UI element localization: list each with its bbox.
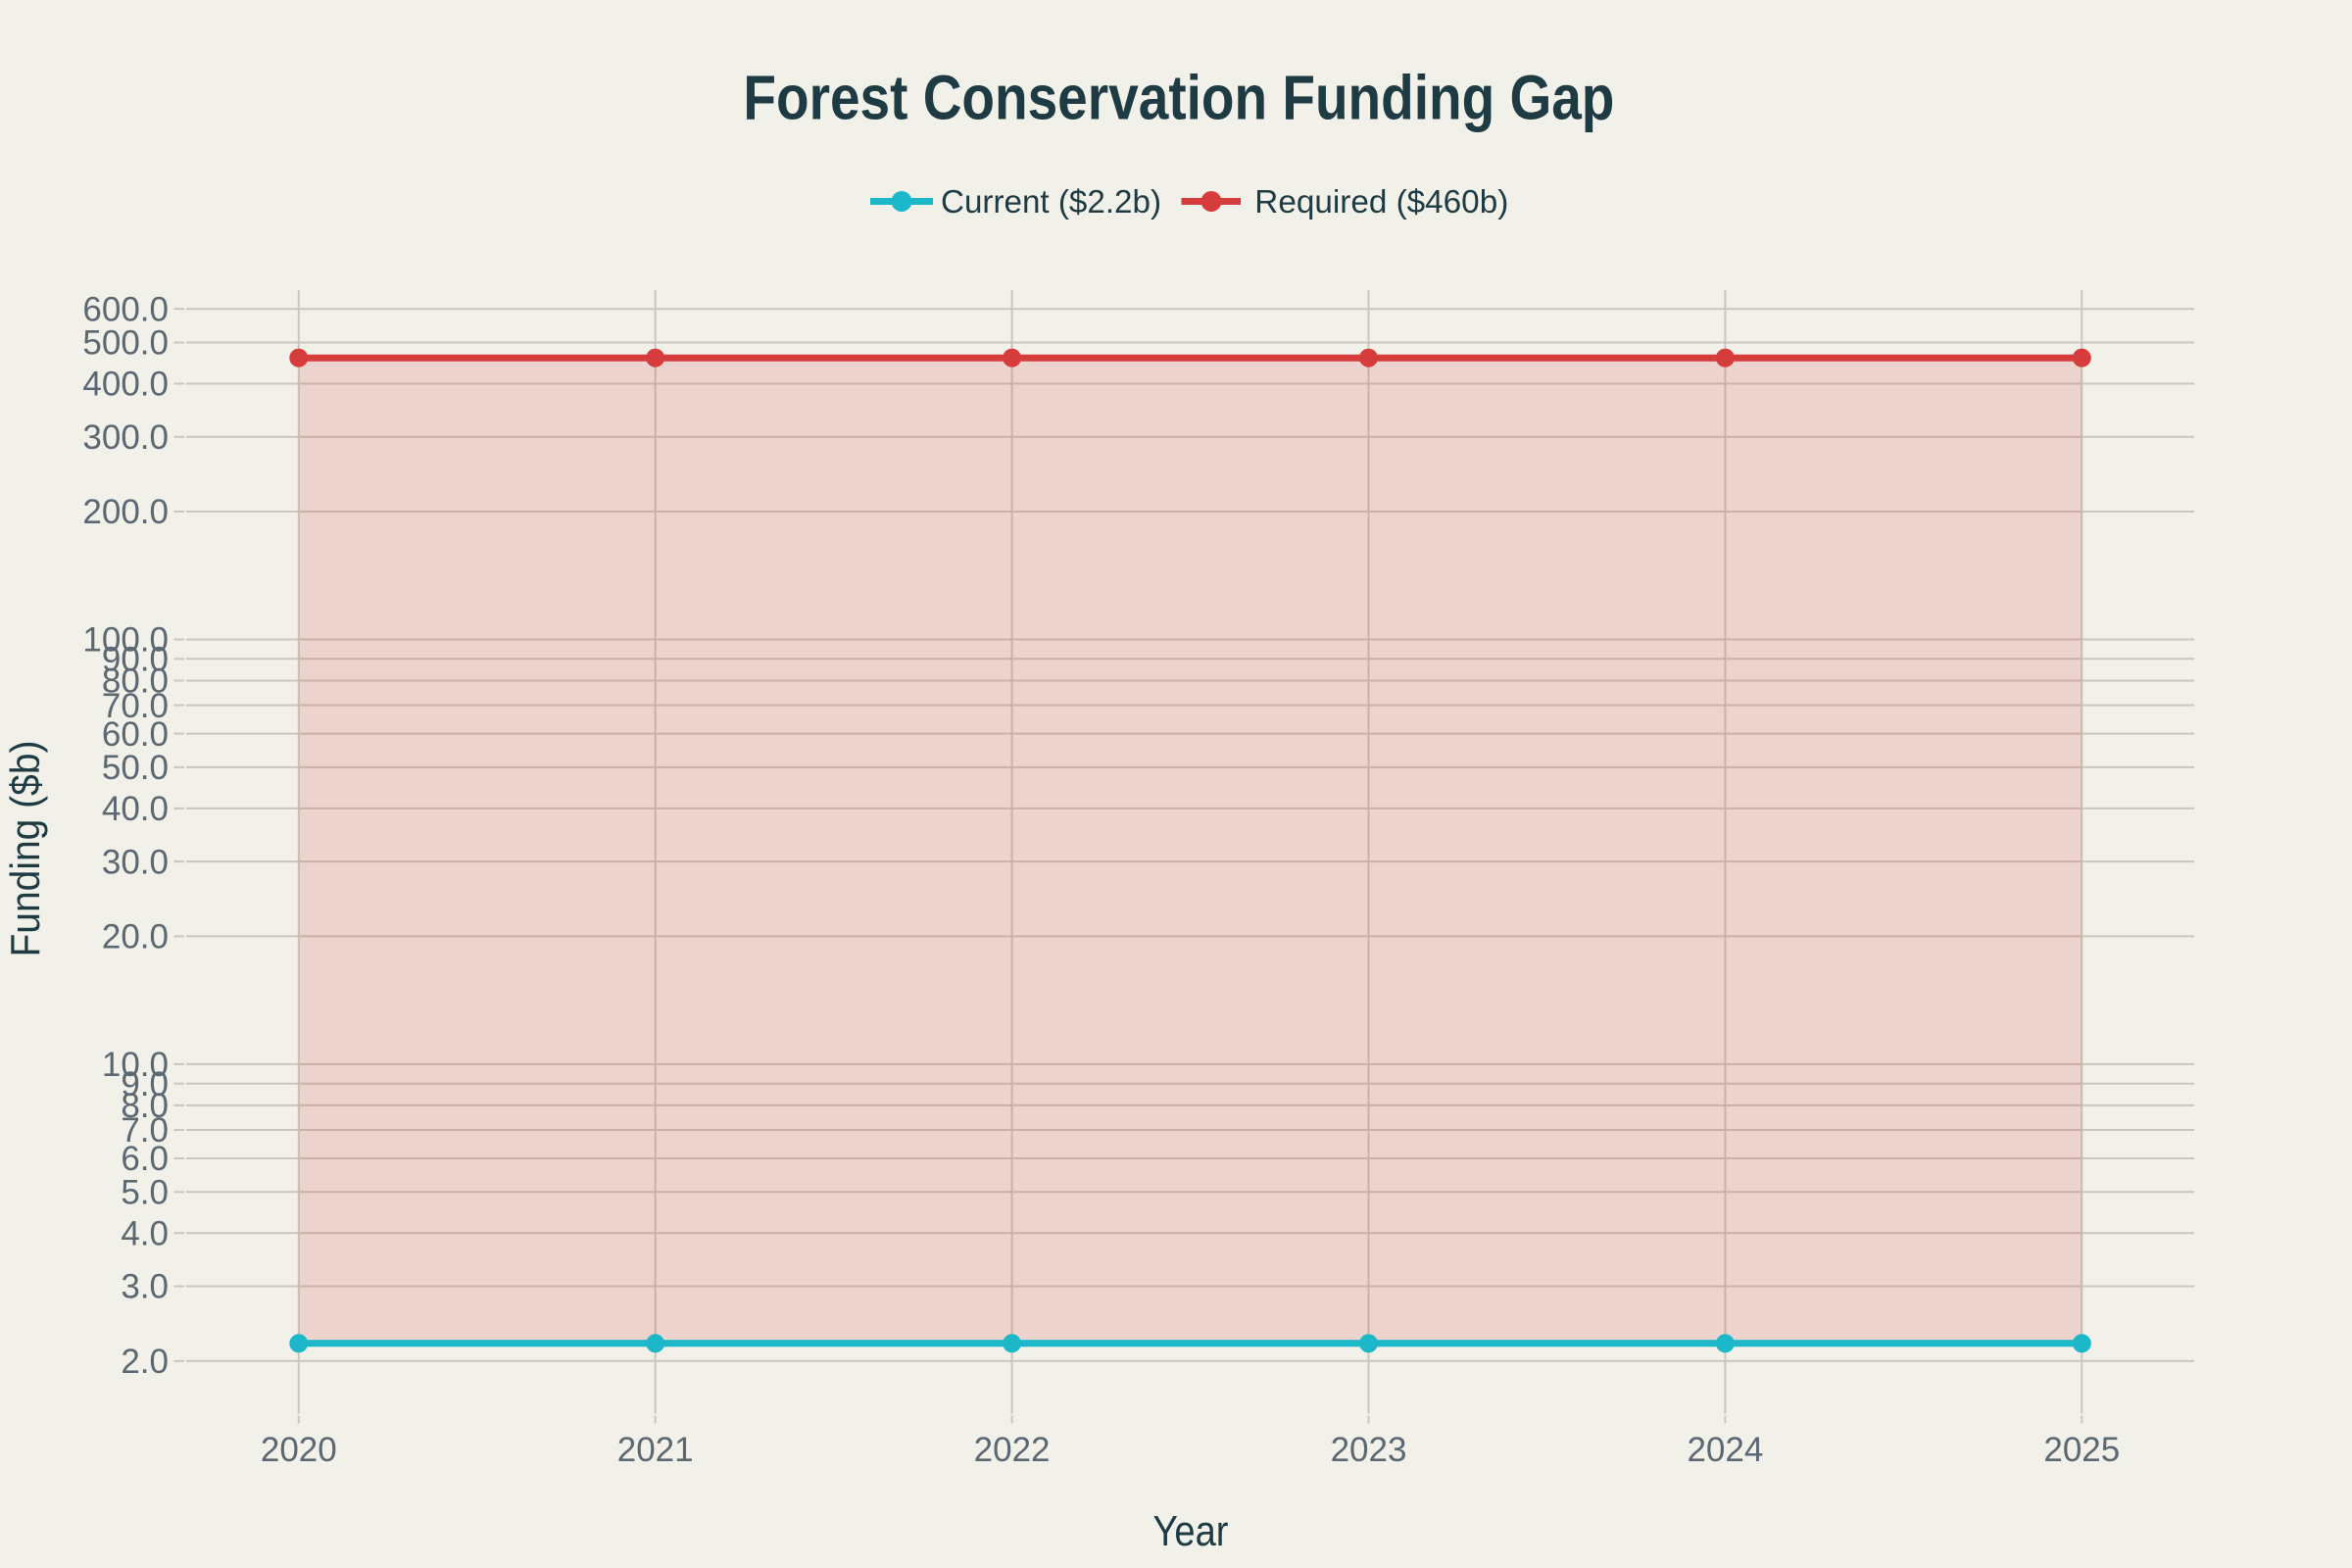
svg-text:8.0: 8.0 [121, 1087, 169, 1125]
svg-text:30.0: 30.0 [102, 843, 169, 881]
svg-text:80.0: 80.0 [102, 662, 169, 701]
svg-text:Required ($460b): Required ($460b) [1254, 183, 1508, 220]
svg-text:9.0: 9.0 [121, 1065, 169, 1103]
svg-text:20.0: 20.0 [102, 918, 169, 956]
svg-text:3.0: 3.0 [121, 1268, 169, 1306]
svg-text:2025: 2025 [2043, 1431, 2120, 1469]
svg-text:50.0: 50.0 [102, 749, 169, 787]
svg-text:70.0: 70.0 [102, 687, 169, 725]
svg-text:2021: 2021 [617, 1431, 694, 1469]
svg-text:Current ($2.2b): Current ($2.2b) [941, 183, 1161, 220]
svg-text:Year: Year [1153, 1507, 1229, 1555]
svg-text:200.0: 200.0 [82, 493, 169, 531]
svg-text:600.0: 600.0 [82, 290, 169, 328]
svg-text:500.0: 500.0 [82, 324, 169, 363]
svg-text:300.0: 300.0 [82, 418, 169, 457]
svg-text:400.0: 400.0 [82, 366, 169, 404]
svg-text:4.0: 4.0 [121, 1215, 169, 1253]
svg-text:5.0: 5.0 [121, 1174, 169, 1212]
svg-text:40.0: 40.0 [102, 790, 169, 828]
svg-text:90.0: 90.0 [102, 641, 169, 679]
svg-text:2.0: 2.0 [121, 1343, 169, 1381]
svg-text:7.0: 7.0 [121, 1111, 169, 1150]
svg-text:2020: 2020 [261, 1431, 337, 1469]
svg-text:Forest Conservation Funding Ga: Forest Conservation Funding Gap [743, 63, 1614, 133]
svg-text:100.0: 100.0 [82, 621, 169, 660]
svg-text:10.0: 10.0 [102, 1046, 169, 1084]
svg-text:60.0: 60.0 [102, 715, 169, 754]
svg-text:2024: 2024 [1687, 1431, 1763, 1469]
svg-text:6.0: 6.0 [121, 1140, 169, 1178]
svg-text:2022: 2022 [974, 1431, 1051, 1469]
svg-text:Funding ($b): Funding ($b) [2, 741, 48, 957]
svg-text:2023: 2023 [1331, 1431, 1407, 1469]
